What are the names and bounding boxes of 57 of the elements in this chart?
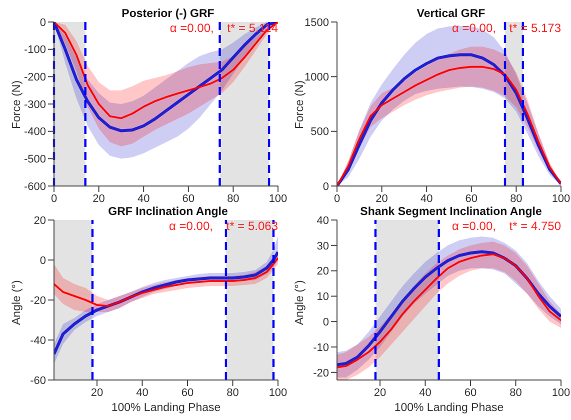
- y-tick-label: -600: [24, 180, 46, 193]
- x-tick-label: 0: [50, 192, 58, 205]
- x-tick-label: 60: [182, 192, 195, 205]
- y-tick-label: -500: [24, 154, 46, 166]
- y-tick-label: 30: [316, 240, 329, 252]
- y-tick-label: 1000: [304, 72, 329, 84]
- y-axis-title: Angle (°): [11, 280, 24, 325]
- y-tick-label: 500: [310, 126, 329, 138]
- y-tick-label: -20: [30, 294, 46, 307]
- x-tick-label: 100: [268, 192, 288, 205]
- chart-title: GRF Inclination Angle: [108, 206, 228, 218]
- x-tick-label: 80: [510, 386, 522, 399]
- y-tick-label: -200: [24, 72, 46, 84]
- y-tick-label: 0: [322, 180, 329, 193]
- y-tick-label: -400: [24, 126, 46, 138]
- x-tick-label: 100: [552, 192, 570, 205]
- x-tick-label: 40: [136, 386, 148, 399]
- y-axis-title: Force (N): [11, 80, 24, 129]
- y-tick-label: -20: [313, 367, 329, 380]
- x-tick-label: 60: [464, 386, 477, 399]
- x-tick-label: 0: [334, 192, 340, 205]
- y-tick-label: 0: [322, 316, 329, 328]
- x-tick-label: 40: [420, 192, 433, 205]
- x-tick-label: 100: [268, 386, 288, 399]
- x-tick-label: 100: [552, 386, 570, 399]
- x-axis-title: 100% Landing Phase: [394, 402, 504, 414]
- y-tick-label: 0: [40, 254, 46, 267]
- x-tick-label: 60: [181, 386, 194, 399]
- chart-title: Vertical GRF: [416, 8, 486, 20]
- y-tick-label: 20: [316, 266, 329, 278]
- y-tick-label: 40: [316, 214, 329, 227]
- annotation: α =0.00, t* = 5.063: [168, 219, 278, 233]
- x-tick-label: 20: [90, 386, 104, 399]
- x-axis-title: 100% Landing Phase: [111, 402, 221, 414]
- y-tick-label: 20: [34, 214, 46, 227]
- y-tick-label: 0: [40, 16, 46, 29]
- x-tick-label: 60: [465, 192, 478, 205]
- x-tick-label: 20: [376, 192, 388, 205]
- x-tick-label: 80: [227, 192, 240, 205]
- chart-title: Shank Segment Inclination Angle: [360, 206, 542, 218]
- annotation: α =0.00, t* = 4.750: [452, 219, 561, 233]
- x-tick-label: 40: [419, 386, 432, 399]
- y-tick-label: 1500: [304, 16, 329, 29]
- x-tick-label: 80: [510, 192, 522, 205]
- y-tick-label: -10: [313, 342, 329, 354]
- y-tick-label: 10: [316, 291, 329, 304]
- y-tick-label: -40: [30, 334, 46, 347]
- x-tick-label: 40: [137, 192, 150, 205]
- chart-title: Posterior (-) GRF: [122, 8, 214, 20]
- y-tick-label: -100: [24, 44, 46, 56]
- x-tick-label: 20: [374, 386, 386, 399]
- y-tick-label: -60: [30, 374, 46, 387]
- x-tick-label: 80: [226, 386, 239, 399]
- x-tick-label: 20: [92, 192, 105, 205]
- y-axis-title: Force (N): [294, 80, 306, 129]
- y-axis-title: Angle (°): [294, 280, 306, 325]
- y-tick-label: -300: [24, 98, 46, 111]
